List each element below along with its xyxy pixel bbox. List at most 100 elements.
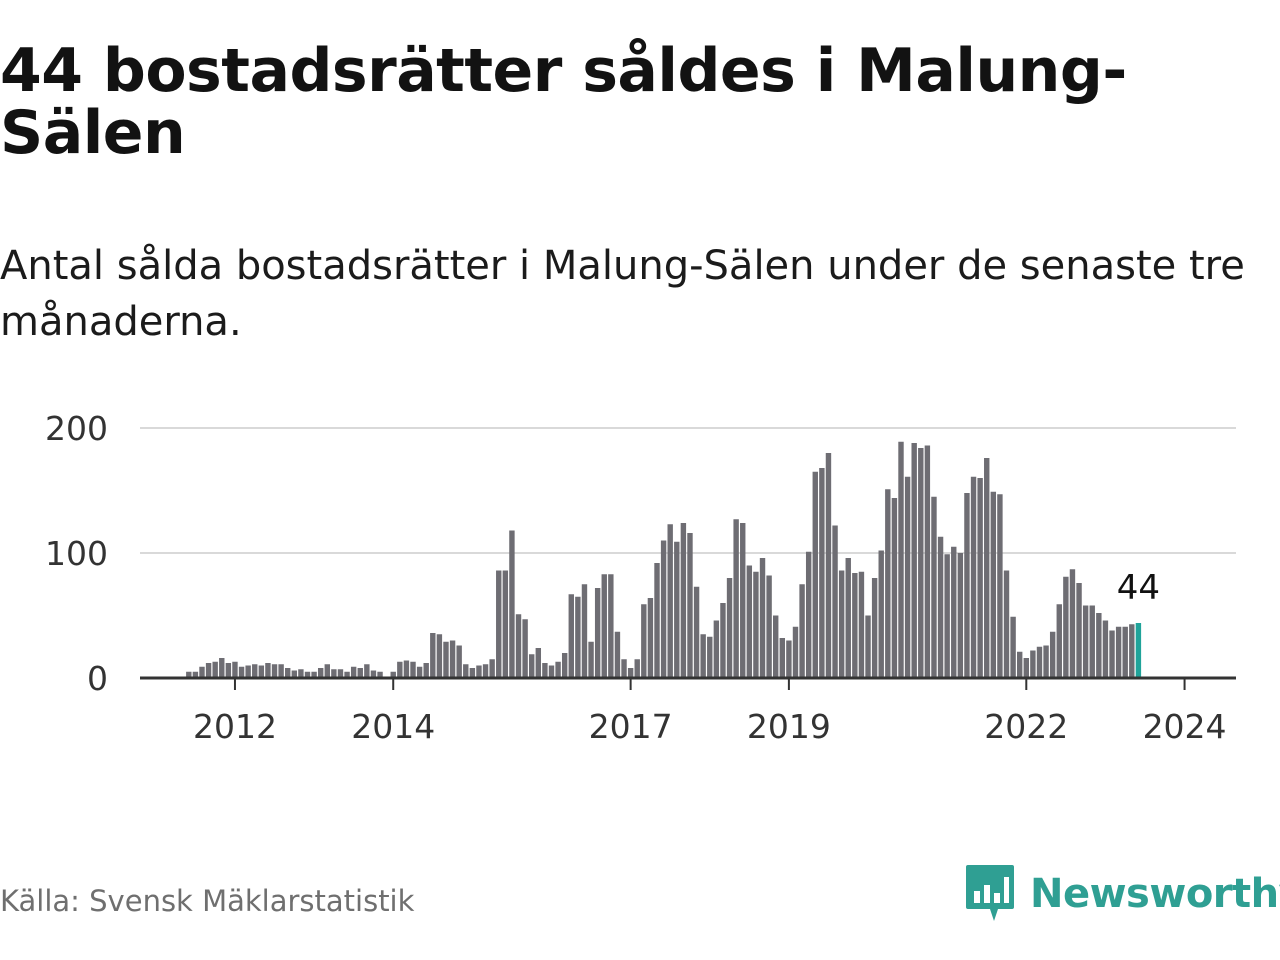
bar: [885, 489, 891, 678]
chart-title: 44 bostadsrätter såldes i Malung-Sälen: [0, 36, 1127, 168]
bar: [423, 663, 429, 678]
bar: [285, 668, 291, 678]
bar: [271, 664, 278, 678]
bar: [1036, 646, 1043, 678]
bar: [753, 571, 759, 678]
bar: [865, 615, 871, 678]
y-tick-label: 100: [45, 534, 108, 573]
y-tick-label: 200: [45, 409, 108, 448]
bar: [608, 574, 614, 678]
bar: [898, 441, 904, 678]
bar: [951, 546, 957, 678]
bar: [1003, 570, 1010, 678]
bar: [937, 536, 944, 678]
bar: [186, 671, 192, 678]
bar: [212, 661, 218, 678]
bar: [680, 523, 687, 678]
bar: [693, 586, 700, 678]
bar: [1063, 576, 1069, 678]
bar: [911, 443, 917, 678]
bar: [469, 668, 476, 678]
bar: [561, 653, 568, 678]
bar: [931, 496, 937, 678]
bar: [324, 664, 330, 678]
bar: [403, 660, 410, 678]
bar: [918, 448, 924, 678]
bar: [238, 666, 245, 678]
bar: [476, 665, 482, 678]
bar: [601, 574, 607, 678]
bar: [1122, 626, 1128, 678]
bar: [773, 615, 779, 678]
bar: [660, 540, 667, 678]
bar: [232, 661, 238, 678]
bar: [977, 478, 983, 678]
bar: [430, 633, 436, 678]
bar: [654, 563, 660, 678]
latest-value-label: 44: [1117, 568, 1160, 608]
bar: [588, 641, 594, 678]
bar: [746, 565, 753, 678]
x-tick-label: 2022: [984, 707, 1068, 746]
x-tick-label: 2024: [1143, 707, 1227, 746]
bar: [759, 558, 766, 678]
bar: [449, 640, 456, 678]
newsworthy-logo: Newsworthy: [964, 862, 1280, 926]
bar: [713, 620, 720, 678]
bar: [205, 663, 212, 678]
bar: [199, 666, 205, 678]
bar: [819, 468, 825, 678]
bar: [1109, 630, 1115, 678]
bar: [535, 648, 542, 678]
bar: [621, 659, 627, 678]
bar: [304, 671, 311, 678]
bar: [1115, 626, 1122, 678]
bar: [364, 664, 370, 678]
bar: [555, 661, 561, 678]
bar: [944, 554, 950, 678]
bar: [667, 524, 673, 678]
bar: [786, 640, 792, 678]
bar: [805, 551, 812, 678]
bar: [878, 550, 884, 678]
x-tick-label: 2012: [193, 707, 277, 746]
bar: [515, 614, 522, 678]
bar: [634, 659, 640, 678]
bar: [838, 570, 845, 678]
bar: [496, 570, 502, 678]
bar: [436, 634, 443, 678]
bar-latest: [1135, 623, 1142, 678]
bar: [522, 619, 528, 678]
bar: [740, 523, 746, 678]
bar: [594, 588, 601, 678]
bar: [674, 541, 680, 678]
bar: [370, 670, 377, 678]
bar: [687, 533, 693, 678]
bar: [278, 664, 284, 678]
bar: [542, 663, 548, 678]
bar: [337, 669, 344, 678]
bar: [245, 665, 251, 678]
bar: [529, 654, 535, 678]
bar: [252, 664, 258, 678]
bar: [509, 530, 515, 678]
bar: [845, 558, 851, 678]
bar-chart: 0 100 200 2012 2014 2017 2019 2022 2024 44: [45, 409, 1236, 746]
bar: [614, 631, 621, 678]
chart-subtitle: Antal sålda bostadsrätter i Malung-Sälen…: [0, 243, 1245, 345]
bar: [858, 571, 865, 678]
bar: [298, 669, 304, 678]
bar: [984, 458, 990, 678]
bar: [1129, 624, 1135, 678]
bar: [482, 664, 489, 678]
bar: [331, 669, 337, 678]
bar: [825, 453, 832, 678]
bar: [700, 634, 706, 678]
bar: [1010, 616, 1016, 678]
bar: [990, 491, 997, 678]
bar: [852, 573, 858, 678]
bar: [970, 476, 977, 678]
bar: [416, 666, 423, 678]
bar: [957, 553, 964, 678]
